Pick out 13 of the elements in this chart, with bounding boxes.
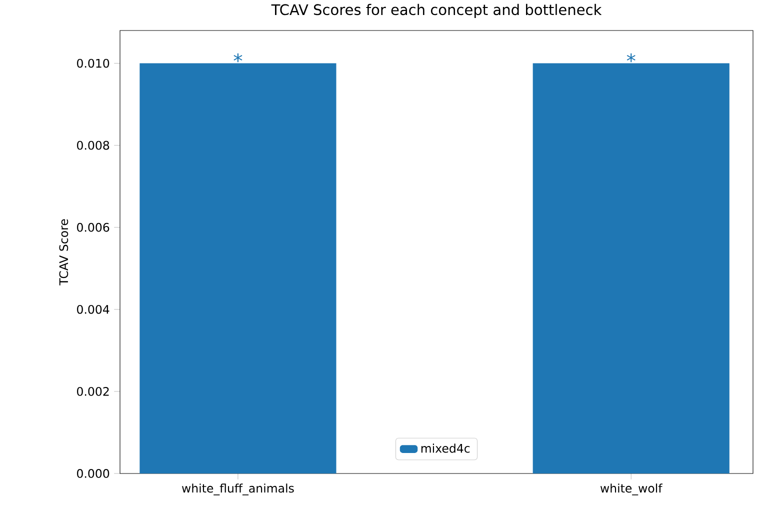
y-tick-label: 0.002 — [77, 386, 109, 396]
annotation: * — [626, 53, 636, 62]
legend-label: mixed4c — [421, 443, 470, 453]
annotation: * — [234, 53, 242, 62]
y-tick-label: 0.000 — [77, 468, 110, 478]
x-tick-label: white_fluff_animals — [182, 483, 294, 496]
chart-title: TCAV Scores for each concept and bottleneck — [271, 4, 602, 18]
y-tick-label: 0.006 — [77, 222, 110, 232]
y-axis-title: TCAV Score — [59, 218, 68, 286]
x-tick-label: white_wolf — [600, 483, 662, 496]
y-tick-label: 0.008 — [77, 140, 110, 150]
y-tick-label: 0.010 — [77, 58, 110, 68]
y-tick-label: 0.004 — [77, 304, 110, 314]
